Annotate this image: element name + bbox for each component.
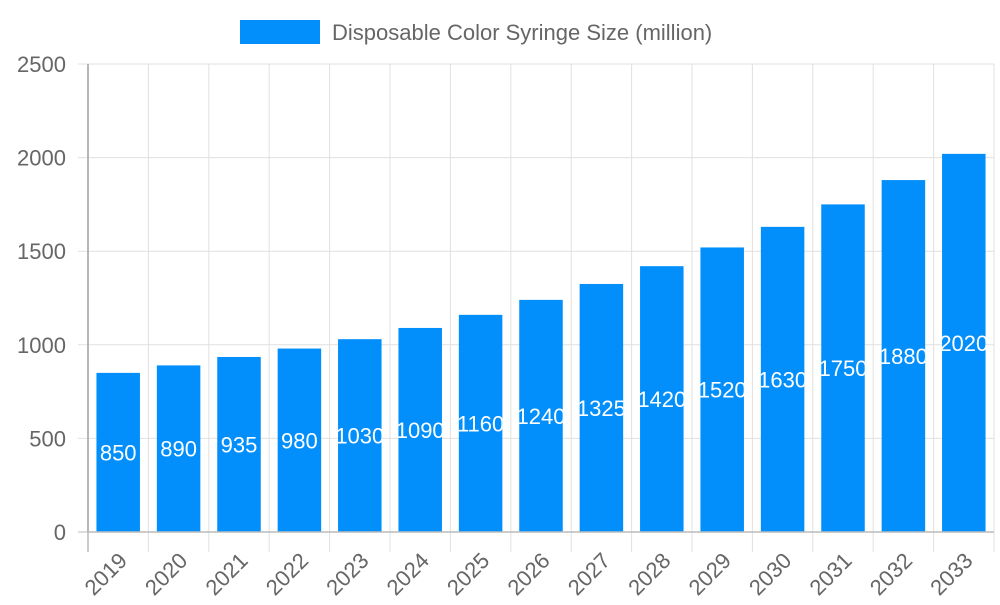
data-label: 1160	[457, 411, 504, 436]
y-tick-label: 0	[54, 520, 66, 545]
x-tick-label: 2024	[382, 548, 434, 600]
grid	[78, 63, 995, 552]
bar	[942, 153, 986, 532]
y-tick-label: 1500	[17, 239, 66, 264]
data-label: 1750	[819, 356, 868, 381]
x-tick-label: 2026	[502, 548, 554, 600]
x-tick-label: 2023	[321, 548, 373, 600]
x-tick-label: 2028	[623, 548, 675, 600]
bar	[458, 314, 503, 532]
data-label: 1880	[879, 344, 928, 369]
x-tick-label: 2021	[200, 548, 252, 600]
bar	[156, 365, 201, 532]
legend[interactable]: Disposable Color Syringe Size (million)	[240, 20, 712, 45]
bar	[398, 327, 442, 532]
y-tick-label: 500	[29, 426, 66, 451]
bar	[338, 339, 382, 532]
data-label: 1240	[517, 404, 566, 429]
bar	[640, 266, 684, 532]
data-label: 1325	[577, 396, 626, 421]
data-label: 2020	[939, 331, 988, 356]
bars: 850 890 935 980 1030 1090 1160 1240 1325 1420 1520…	[96, 153, 988, 532]
bar	[760, 226, 805, 532]
x-tick-label: 2031	[804, 548, 856, 600]
data-label: 935	[221, 432, 258, 457]
x-tick-label: 2022	[261, 548, 313, 600]
data-label: 1630	[758, 367, 807, 392]
bar	[277, 348, 322, 532]
x-tick-label: 2030	[744, 548, 796, 600]
data-label: 1090	[396, 418, 445, 443]
x-tick-label: 2025	[442, 548, 494, 600]
bar	[700, 247, 744, 532]
x-tick-label: 2032	[865, 548, 917, 600]
bar	[96, 372, 140, 532]
x-tick-label: 2019	[80, 548, 132, 600]
x-tick-label: 2029	[684, 548, 736, 600]
x-tick-label: 2020	[140, 548, 192, 600]
legend-label: Disposable Color Syringe Size (million)	[332, 20, 712, 45]
y-tick-label: 1000	[17, 333, 66, 358]
x-tick-label: 2027	[563, 548, 615, 600]
bar	[217, 356, 261, 532]
y-tick-label: 2500	[17, 52, 66, 77]
data-label: 890	[160, 437, 197, 462]
legend-swatch	[240, 20, 320, 44]
x-tick-label: 2033	[925, 548, 977, 600]
y-tick-label: 2000	[17, 146, 66, 171]
data-label: 1520	[698, 378, 747, 403]
bar	[821, 204, 865, 532]
bar	[881, 180, 926, 532]
bar	[519, 299, 563, 532]
data-label: 980	[281, 428, 318, 453]
data-label: 1030	[335, 424, 384, 449]
bar	[579, 283, 624, 532]
data-label: 1420	[637, 387, 686, 412]
data-label: 850	[100, 440, 137, 465]
